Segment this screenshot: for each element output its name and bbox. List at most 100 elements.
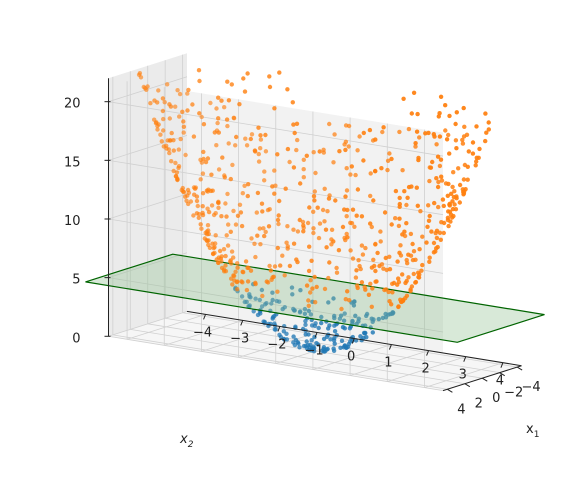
point-above-plane xyxy=(258,133,263,138)
point-above-plane xyxy=(323,227,329,232)
point-below-plane xyxy=(312,323,318,329)
point-above-plane xyxy=(440,197,446,202)
point-above-plane xyxy=(334,270,340,275)
point-above-plane xyxy=(434,176,439,181)
point-above-plane xyxy=(294,147,299,153)
point-below-plane xyxy=(319,320,324,326)
point-above-plane xyxy=(345,235,350,240)
point-above-plane xyxy=(223,263,228,268)
point-above-plane xyxy=(267,84,273,90)
point-above-plane xyxy=(256,125,261,130)
point-below-plane xyxy=(342,326,347,331)
point-above-plane xyxy=(268,268,274,273)
z-tick-label: 20 xyxy=(64,97,81,112)
point-above-plane xyxy=(451,170,456,175)
point-above-plane xyxy=(168,104,174,109)
point-below-plane xyxy=(327,323,332,328)
point-below-plane xyxy=(297,310,303,315)
point-above-plane xyxy=(235,265,240,270)
point-above-plane xyxy=(306,268,312,274)
point-below-plane xyxy=(251,309,256,314)
point-above-plane xyxy=(334,265,339,271)
point-above-plane xyxy=(434,228,440,233)
point-above-plane xyxy=(343,139,349,144)
point-above-plane xyxy=(374,279,379,284)
point-below-plane xyxy=(345,344,351,350)
point-above-plane xyxy=(368,221,373,226)
x2-tick-label: 1 xyxy=(384,356,392,371)
point-below-plane xyxy=(332,341,337,346)
point-above-plane xyxy=(264,279,269,284)
point-above-plane xyxy=(473,163,478,168)
point-above-plane xyxy=(207,245,213,250)
point-above-plane xyxy=(230,282,235,287)
point-above-plane xyxy=(243,136,248,141)
x2-tick-label: 4 xyxy=(496,374,504,389)
point-above-plane xyxy=(439,174,444,179)
point-above-plane xyxy=(438,94,444,100)
point-below-plane xyxy=(352,299,357,304)
point-above-plane xyxy=(347,298,352,303)
point-above-plane xyxy=(173,160,178,166)
point-above-plane xyxy=(199,114,204,120)
point-above-plane xyxy=(249,132,255,137)
point-below-plane xyxy=(361,335,366,341)
point-above-plane xyxy=(214,143,219,148)
point-above-plane xyxy=(222,175,227,180)
x2-tick-mark xyxy=(463,356,467,362)
point-above-plane xyxy=(152,117,157,122)
point-above-plane xyxy=(235,287,240,292)
point-above-plane xyxy=(423,131,428,136)
point-above-plane xyxy=(389,222,394,227)
point-below-plane xyxy=(314,341,319,346)
point-above-plane xyxy=(304,153,309,158)
point-above-plane xyxy=(371,257,376,262)
point-above-plane xyxy=(219,265,225,271)
point-below-plane xyxy=(247,292,252,297)
point-below-plane xyxy=(302,306,308,312)
point-above-plane xyxy=(385,167,390,173)
point-above-plane xyxy=(276,221,281,227)
point-above-plane xyxy=(465,164,470,169)
point-above-plane xyxy=(322,286,328,292)
point-above-plane xyxy=(398,243,403,248)
point-above-plane xyxy=(301,175,306,180)
point-above-plane xyxy=(221,247,227,252)
point-above-plane xyxy=(238,210,244,215)
point-above-plane xyxy=(206,231,211,237)
point-above-plane xyxy=(367,127,373,133)
point-above-plane xyxy=(474,159,479,164)
point-above-plane xyxy=(272,264,278,269)
point-above-plane xyxy=(246,265,251,270)
z-tick-label: 10 xyxy=(64,214,81,229)
point-above-plane xyxy=(397,201,402,207)
point-above-plane xyxy=(276,213,281,218)
x2-tick-mark xyxy=(500,362,504,368)
point-above-plane xyxy=(370,286,375,291)
point-above-plane xyxy=(332,132,337,137)
point-above-plane xyxy=(161,144,166,149)
point-above-plane xyxy=(345,289,350,294)
point-above-plane xyxy=(176,165,181,171)
point-above-plane xyxy=(200,171,206,176)
point-above-plane xyxy=(197,78,202,84)
point-above-plane xyxy=(233,269,238,274)
point-above-plane xyxy=(226,98,232,103)
point-below-plane xyxy=(269,301,274,306)
point-above-plane xyxy=(167,116,172,121)
point-above-plane xyxy=(432,200,437,206)
point-above-plane xyxy=(291,227,296,232)
point-below-plane xyxy=(308,312,314,317)
point-above-plane xyxy=(344,188,350,193)
point-above-plane xyxy=(344,214,349,219)
point-above-plane xyxy=(339,306,344,312)
point-above-plane xyxy=(464,132,470,137)
point-above-plane xyxy=(369,304,374,309)
point-above-plane xyxy=(171,148,176,153)
point-above-plane xyxy=(402,189,407,194)
point-below-plane xyxy=(326,300,331,305)
point-below-plane xyxy=(321,345,327,350)
point-above-plane xyxy=(272,106,277,111)
point-above-plane xyxy=(409,184,414,189)
point-below-plane xyxy=(278,334,284,340)
